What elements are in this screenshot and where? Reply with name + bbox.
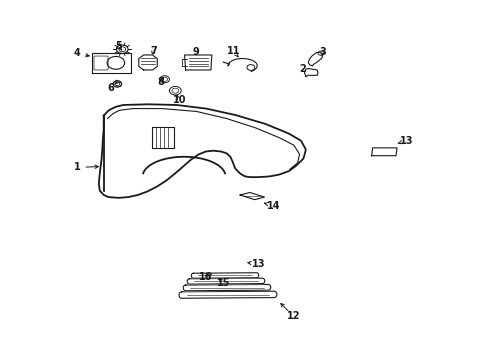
Text: 2: 2 [299,64,306,74]
Text: 14: 14 [267,201,280,211]
Text: 4: 4 [74,48,80,58]
Polygon shape [179,291,277,298]
Polygon shape [372,148,397,156]
Text: 13: 13 [400,136,414,146]
Text: 11: 11 [226,46,240,56]
Polygon shape [240,193,265,200]
Polygon shape [187,278,265,284]
Text: 16: 16 [199,272,213,282]
Polygon shape [304,68,318,76]
Text: 1: 1 [74,162,80,172]
Polygon shape [308,52,323,66]
Text: 12: 12 [287,311,300,321]
Text: 5: 5 [115,41,122,51]
Text: 15: 15 [217,278,230,288]
Text: 8: 8 [158,77,165,87]
Polygon shape [139,55,157,70]
Text: 9: 9 [193,47,199,57]
Polygon shape [185,55,212,70]
Text: 6: 6 [108,83,114,93]
Text: 13: 13 [252,259,266,269]
Polygon shape [191,273,259,278]
Text: 10: 10 [172,95,186,105]
Polygon shape [92,53,130,73]
Text: 7: 7 [150,46,157,56]
Polygon shape [183,284,270,291]
Text: 3: 3 [319,47,326,57]
